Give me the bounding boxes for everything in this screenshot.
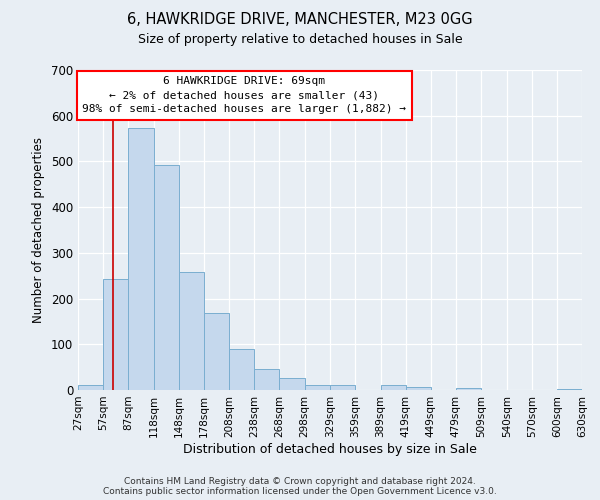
- Text: 6, HAWKRIDGE DRIVE, MANCHESTER, M23 0GG: 6, HAWKRIDGE DRIVE, MANCHESTER, M23 0GG: [127, 12, 473, 28]
- Bar: [179, 272, 204, 390]
- Bar: [280, 378, 305, 390]
- Bar: [128, 128, 154, 390]
- Y-axis label: Number of detached properties: Number of detached properties: [32, 137, 46, 323]
- Bar: [456, 388, 481, 390]
- Text: Size of property relative to detached houses in Sale: Size of property relative to detached ho…: [137, 32, 463, 46]
- Bar: [380, 386, 406, 390]
- Bar: [204, 313, 229, 390]
- Bar: [331, 386, 355, 390]
- Bar: [154, 165, 179, 390]
- Bar: [103, 279, 128, 390]
- Bar: [78, 384, 103, 390]
- Bar: [557, 388, 582, 390]
- Bar: [229, 349, 254, 390]
- Bar: [305, 384, 331, 390]
- Bar: [406, 387, 431, 390]
- Text: 6 HAWKRIDGE DRIVE: 69sqm
← 2% of detached houses are smaller (43)
98% of semi-de: 6 HAWKRIDGE DRIVE: 69sqm ← 2% of detache…: [82, 76, 406, 114]
- X-axis label: Distribution of detached houses by size in Sale: Distribution of detached houses by size …: [183, 442, 477, 456]
- Text: Contains public sector information licensed under the Open Government Licence v3: Contains public sector information licen…: [103, 488, 497, 496]
- Text: Contains HM Land Registry data © Crown copyright and database right 2024.: Contains HM Land Registry data © Crown c…: [124, 478, 476, 486]
- Bar: [254, 368, 280, 390]
